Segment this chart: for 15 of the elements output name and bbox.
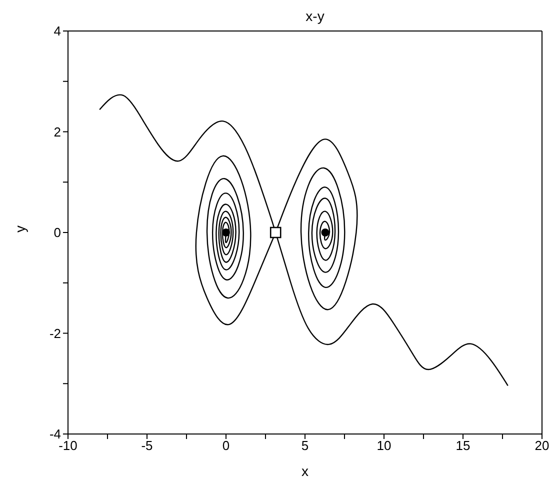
x-tick-label: 0 xyxy=(222,438,230,454)
x-tick-label: -5 xyxy=(141,438,153,454)
y-tick-label: -2 xyxy=(49,326,61,341)
x-tick-label: 5 xyxy=(301,438,309,454)
x-tick-label: 20 xyxy=(534,438,550,454)
x-tick-label: 10 xyxy=(376,438,392,454)
y-tick-label: 0 xyxy=(54,225,61,240)
y-tick-label: 4 xyxy=(54,24,61,39)
y-tick-label: 2 xyxy=(54,124,61,140)
y-tick-label: -4 xyxy=(49,426,61,442)
y-axis-title: y xyxy=(12,226,28,232)
x-tick-label: -10 xyxy=(58,438,78,454)
x-axis-title: x xyxy=(302,463,308,479)
chart-title: x-y xyxy=(304,8,326,24)
x-tick-label: 15 xyxy=(456,438,470,454)
